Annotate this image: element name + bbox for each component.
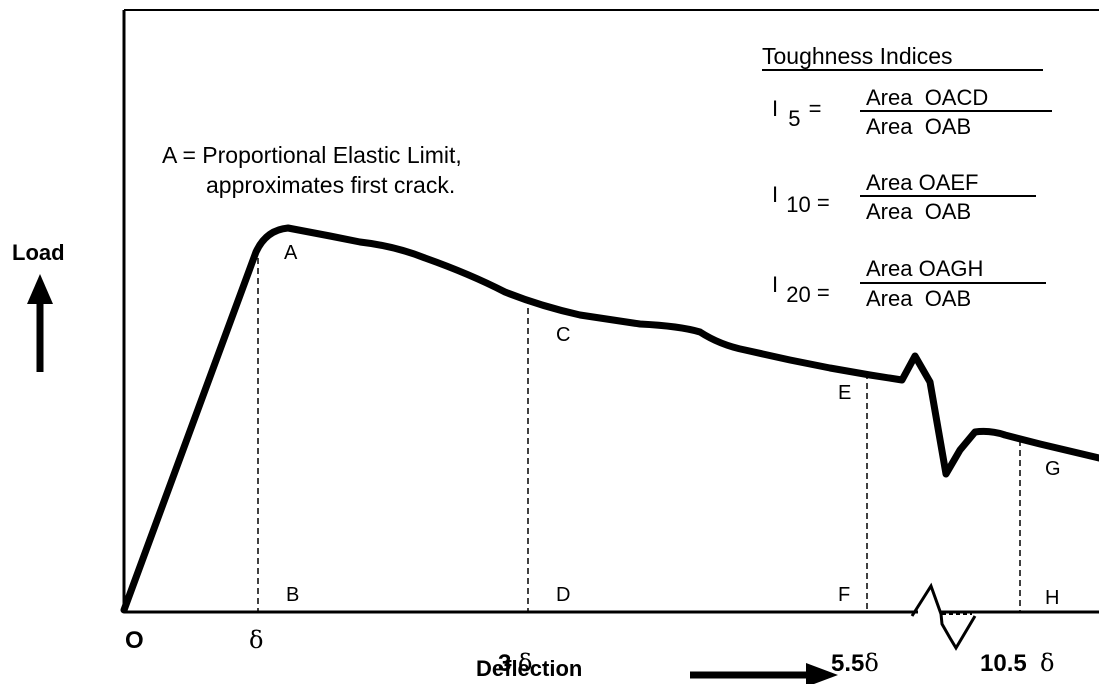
index-i20-numerator: Area OAGH (866, 256, 983, 281)
point-label-F: F (838, 584, 850, 606)
y-axis-label: Load (12, 240, 65, 265)
index-i5-numerator: Area OACD (866, 85, 988, 110)
point-label-G: G (1045, 458, 1061, 480)
load-deflection-curve (120, 224, 1099, 614)
index-i20-label: I 20 = (772, 272, 830, 307)
x-tick-3: 3 δ (498, 649, 532, 677)
origin-label: O (125, 627, 144, 654)
point-label-A: A (284, 242, 298, 264)
index-i20-denominator: Area OAB (866, 286, 971, 311)
toughness-heading: Toughness Indices (762, 43, 953, 69)
annotation-line-2: approximates first crack. (206, 172, 455, 198)
index-i5-denominator: Area OAB (866, 114, 971, 139)
point-label-B: B (286, 584, 299, 606)
x-tick-5-5: 5.5δ (831, 649, 879, 677)
point-label-D: D (556, 584, 570, 606)
x-axis-label: Deflection (476, 656, 582, 681)
deflection-arrow-head (806, 663, 838, 687)
annotation-line-1: A = Proportional Elastic Limit, (162, 142, 462, 168)
index-i10-denominator: Area OAB (866, 199, 971, 224)
point-label-H: H (1045, 587, 1059, 609)
index-i10-label: I 10 = (772, 182, 830, 217)
index-i5-label: I 5 = (772, 96, 821, 131)
axis-break-symbol (910, 582, 977, 651)
point-label-E: E (838, 382, 851, 404)
index-i10-numerator: Area OAEF (866, 170, 978, 195)
point-label-C: C (556, 324, 570, 346)
x-tick-1: δ (249, 626, 263, 654)
load-arrow-head (27, 274, 53, 304)
x-tick-10-5: 10.5 δ (980, 649, 1055, 677)
